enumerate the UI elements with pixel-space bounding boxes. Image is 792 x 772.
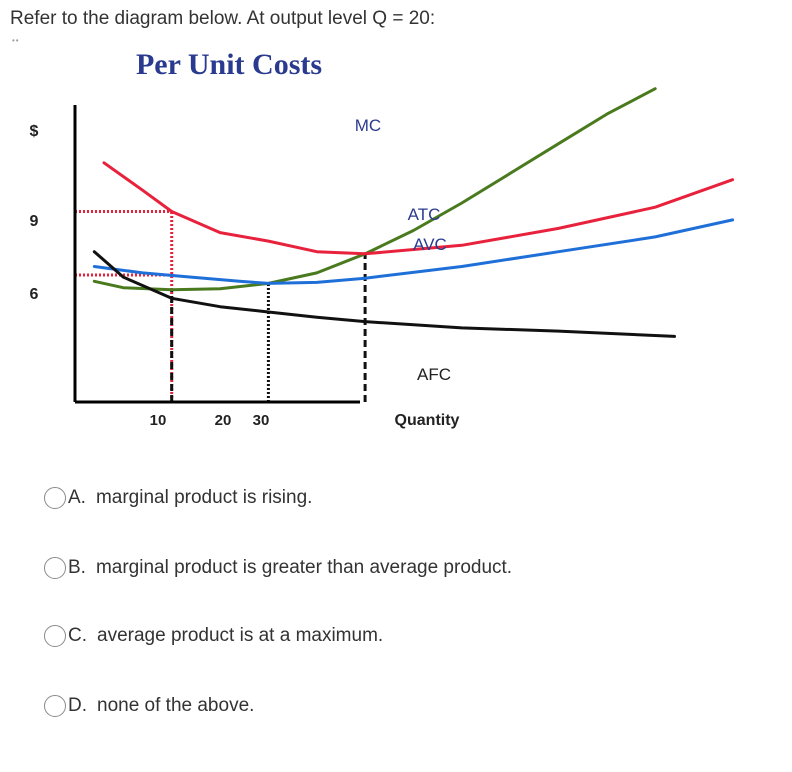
cost-curves	[92, 87, 735, 338]
option-a-letter: A.	[68, 487, 86, 508]
option-b[interactable]: B. marginal product is greater than aver…	[44, 553, 512, 583]
avc-label: AVC	[413, 235, 447, 254]
radio-b[interactable]	[44, 557, 66, 579]
option-d-letter: D.	[68, 695, 87, 716]
y-axis-label: $	[30, 123, 39, 140]
mc-label: MC	[355, 116, 381, 135]
y-tick-9: 9	[30, 213, 39, 230]
option-a[interactable]: A. marginal product is rising.	[44, 483, 312, 513]
radio-c[interactable]	[44, 625, 66, 647]
afc-curve	[92, 250, 676, 338]
option-c-letter: C.	[68, 625, 87, 646]
x-tick-20: 20	[215, 412, 232, 429]
question-marker: ••	[12, 36, 20, 45]
option-c[interactable]: C. average product is at a maximum.	[44, 621, 383, 651]
x-axis-label: Quantity	[395, 412, 460, 429]
question-text: Refer to the diagram below. At output le…	[10, 8, 436, 29]
avc-curve	[92, 218, 735, 285]
option-d-text: none of the above.	[97, 695, 255, 716]
chart-title: Per Unit Costs	[136, 48, 322, 81]
option-b-letter: B.	[68, 557, 86, 578]
radio-a[interactable]	[44, 487, 66, 509]
x-tick-10: 10	[150, 412, 167, 429]
option-a-text: marginal product is rising.	[95, 487, 313, 508]
atc-label: ATC	[408, 205, 441, 224]
curve-labels: MC ATC AVC AFC	[355, 116, 451, 384]
per-unit-costs-chart: Per Unit Costs $ Quantity 10 20 30 9 6 MC ATC…	[30, 48, 735, 429]
tick-labels: 10 20 30 9 6	[30, 213, 270, 429]
atc-curve	[102, 161, 735, 256]
y-tick-6: 6	[30, 286, 39, 303]
option-d[interactable]: D. none of the above.	[44, 691, 254, 721]
x-tick-30: 30	[253, 412, 270, 429]
option-b-text: marginal product is greater than average…	[95, 557, 513, 578]
option-c-text: average product is at a maximum.	[97, 625, 384, 646]
radio-d[interactable]	[44, 695, 66, 717]
afc-label: AFC	[417, 365, 451, 384]
